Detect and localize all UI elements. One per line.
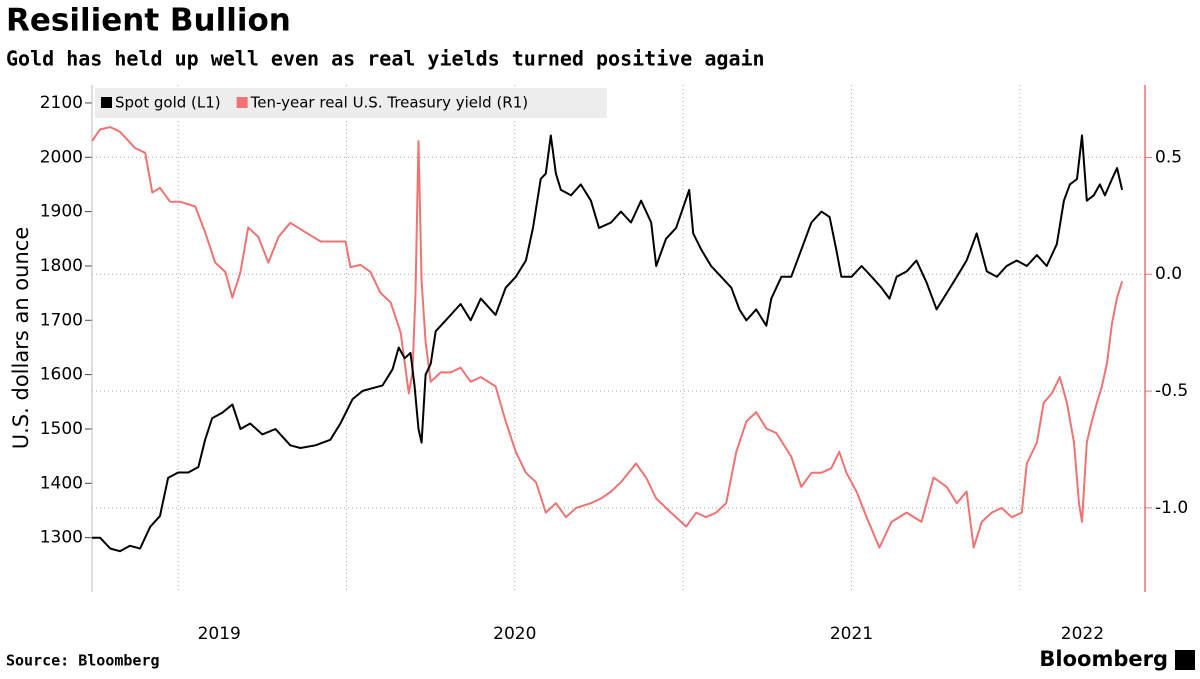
y-tick-label: 1300 [40, 528, 83, 548]
source-note: Source: Bloomberg [6, 652, 160, 670]
y2-tick-label: 0.5 [1155, 147, 1182, 167]
brand-logo: Bloomberg [1039, 647, 1168, 671]
y-tick-label: 1600 [40, 365, 83, 385]
series-line [92, 134, 1124, 553]
chart-title: Resilient Bullion [6, 3, 291, 39]
y-tick-label: 2100 [40, 93, 83, 113]
y2-tick-label: 0.0 [1155, 264, 1182, 284]
chart-subtitle: Gold has held up well even as real yield… [6, 47, 765, 71]
y-tick-label: 1500 [40, 419, 83, 439]
brand-icon [1175, 650, 1195, 670]
y-tick-label: 1900 [40, 202, 83, 222]
series-line [91, 126, 1124, 549]
x-tick-label: 2021 [830, 624, 873, 644]
y-tick-label: 2000 [40, 147, 83, 167]
x-tick-label: 2022 [1061, 624, 1104, 644]
y-tick-label: 1400 [40, 473, 83, 493]
legend-box [95, 88, 607, 118]
y2-tick-label: -1.0 [1155, 498, 1188, 518]
legend-swatch [101, 97, 112, 108]
x-tick-label: 2019 [198, 624, 241, 644]
x-tick-label: 2020 [493, 624, 536, 644]
y-axis-label: U.S. dollars an ounce [9, 227, 33, 449]
legend-label: Ten-year real U.S. Treasury yield (R1) [250, 94, 528, 112]
y-tick-label: 1700 [40, 310, 83, 330]
legend-swatch [236, 97, 248, 108]
legend-label: Spot gold (L1) [115, 94, 221, 112]
y-tick-label: 1800 [40, 256, 83, 276]
y2-tick-label: -0.5 [1155, 381, 1188, 401]
